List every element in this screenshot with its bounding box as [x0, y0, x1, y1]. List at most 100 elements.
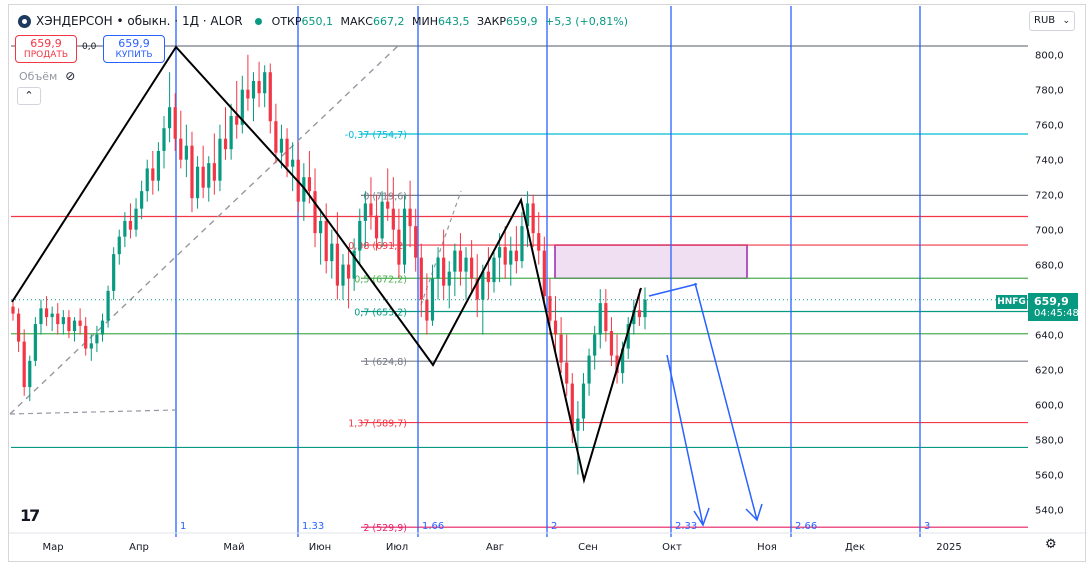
- candle-body: [67, 317, 71, 332]
- candle-body: [16, 313, 21, 342]
- candle-body: [89, 343, 93, 349]
- projection-arrow: [666, 354, 704, 526]
- time-axis-label: Июн: [309, 542, 331, 553]
- candle-body: [397, 229, 401, 265]
- candle-body: [22, 341, 26, 388]
- fib-time-label: 2.33: [675, 521, 697, 532]
- candle-body: [363, 203, 367, 221]
- chevron-up-icon[interactable]: ⌃: [17, 87, 41, 105]
- candle-body: [33, 324, 37, 361]
- price-axis-label: 740,0: [1035, 156, 1064, 167]
- price-axis-label: 700,0: [1035, 226, 1064, 237]
- candle-body: [307, 177, 312, 192]
- candle-body: [386, 201, 390, 209]
- zigzag-pattern: [11, 45, 642, 484]
- level-label: 0,38 (691,2): [348, 241, 407, 252]
- gear-icon[interactable]: ⚙: [1045, 537, 1057, 552]
- symbol-title[interactable]: ХЭНДЕРСОН • обыкн. · 1Д · ALOR: [36, 14, 243, 28]
- currency-value: RUB: [1034, 15, 1056, 26]
- change-value: +5,3 (+0,81%): [545, 14, 628, 28]
- candle-body: [492, 257, 496, 283]
- sell-button[interactable]: 659,9 ПРОДАТЬ: [15, 35, 77, 63]
- candle-body: [632, 310, 636, 325]
- price-axis-label: 760,0: [1035, 121, 1064, 132]
- candle-body: [352, 250, 356, 279]
- open-value: 650,1: [301, 14, 333, 28]
- candle-body: [319, 220, 323, 234]
- candle-body: [570, 383, 574, 431]
- last-price-value: 659,9: [1034, 295, 1069, 308]
- candle-body: [100, 320, 105, 335]
- candle-body: [134, 208, 138, 230]
- candle-body: [581, 383, 586, 419]
- candle-body: [341, 264, 345, 286]
- dashed-line: [9, 409, 177, 415]
- candle-body: [61, 317, 65, 325]
- candle-body: [503, 247, 507, 265]
- candle-body: [447, 271, 451, 286]
- candle-body: [179, 138, 183, 160]
- price-axis-label: 540,0: [1035, 506, 1064, 517]
- level-label: 0 (719,6): [363, 191, 407, 202]
- candle-body: [559, 334, 563, 363]
- high-label: МАКС: [340, 14, 373, 28]
- candle-body: [291, 159, 295, 167]
- candle-body: [240, 89, 244, 125]
- candle-body: [604, 303, 608, 332]
- candle-body: [257, 80, 261, 94]
- candle-body: [643, 299, 647, 318]
- candle-body: [223, 138, 228, 150]
- tradingview-logo-icon[interactable]: 17: [20, 506, 40, 525]
- price-chart[interactable]: -0,37 (754,7) 0 (719,6) 0,38 (691,2) 0,5 (6…: [9, 5, 1087, 563]
- buy-button[interactable]: 659,9 КУПИТЬ: [103, 35, 165, 63]
- level-label: 0,5 (672,2): [354, 274, 407, 285]
- candle-body: [128, 220, 133, 230]
- price-axis-label: 680,0: [1035, 261, 1064, 272]
- candle-body: [548, 296, 552, 321]
- level-label: -0,37 (754,7): [345, 130, 407, 141]
- candle-body: [330, 243, 334, 262]
- time-axis-label: Сен: [578, 542, 598, 553]
- candle-body: [151, 168, 155, 181]
- candle-body: [117, 236, 121, 255]
- currency-select[interactable]: RUB ⌄: [1029, 11, 1075, 31]
- projection-link: [648, 283, 698, 297]
- candle-body: [486, 271, 490, 283]
- candle-body: [598, 303, 602, 335]
- eye-hidden-icon[interactable]: ⊘: [65, 69, 76, 83]
- candle-body: [621, 348, 625, 374]
- candle-body: [358, 220, 362, 251]
- candle-body: [346, 264, 351, 279]
- price-axis-label: 580,0: [1035, 436, 1064, 447]
- candle-body: [525, 203, 530, 227]
- candle-body: [587, 355, 591, 384]
- volume-indicator[interactable]: Объём ⊘: [19, 69, 75, 83]
- time-axis-label: 2025: [936, 542, 961, 553]
- candle-body: [251, 80, 256, 99]
- candle-body: [509, 250, 513, 265]
- candle-body: [324, 220, 328, 262]
- level-label: 1,37 (589,7): [348, 419, 407, 430]
- candle-body: [44, 308, 49, 318]
- candle-body: [436, 257, 440, 279]
- candle-body: [615, 355, 619, 374]
- time-axis-label: Мар: [42, 542, 63, 553]
- candle-body: [162, 128, 166, 151]
- candle-body: [609, 331, 614, 356]
- candle-body: [39, 308, 43, 325]
- candle-body: [531, 203, 535, 234]
- close-label: ЗАКР: [477, 14, 507, 28]
- fib-time-label: 2: [551, 521, 557, 532]
- candle-body: [201, 166, 205, 188]
- price-axis-label: 620,0: [1035, 366, 1064, 377]
- candle-body: [195, 166, 200, 199]
- buy-price: 659,9: [118, 37, 150, 50]
- candle-body: [374, 215, 379, 239]
- open-label: ОТКР: [271, 14, 302, 28]
- candle-body: [246, 89, 250, 99]
- candle-body: [156, 150, 161, 181]
- level-label: 0,7 (653,2): [354, 308, 407, 319]
- arrow-head: [693, 507, 710, 527]
- candle-body: [56, 313, 60, 325]
- candle-body: [419, 257, 423, 300]
